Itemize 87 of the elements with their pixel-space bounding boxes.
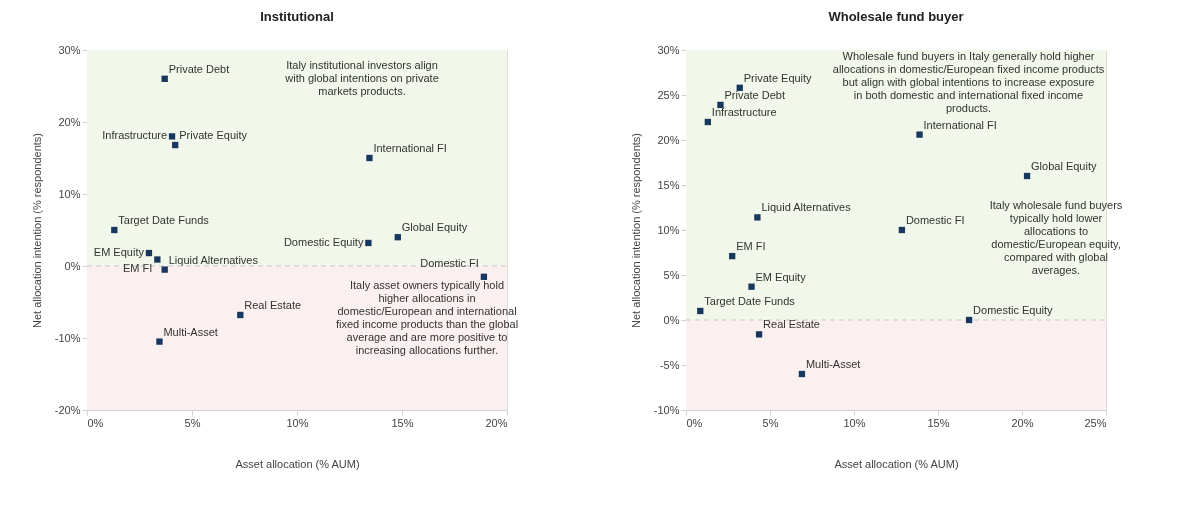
point xyxy=(898,226,906,234)
point xyxy=(237,311,244,319)
point xyxy=(365,239,372,247)
y-tick-label: 10% xyxy=(58,187,81,200)
annotation: Wholesale fund buyers in Italy generally hold higher allocations in domestic/European fixed income products but align with global intentions to increase exposure in both domestic and international fixed income products. xyxy=(832,50,1105,114)
series-label: EM FI xyxy=(736,240,766,253)
point xyxy=(161,266,168,273)
point xyxy=(736,84,743,91)
x-tick-label: 25% xyxy=(1084,416,1107,429)
point xyxy=(156,338,163,345)
point xyxy=(729,252,736,260)
point xyxy=(168,133,176,140)
y-tick-label: -10% xyxy=(54,331,81,344)
y-tick-label: 15% xyxy=(657,178,680,191)
point xyxy=(145,249,153,257)
y-tick-label: 5% xyxy=(663,268,680,281)
point xyxy=(480,273,488,280)
x-axis-title: Asset allocation (% AUM) xyxy=(235,457,360,470)
series-label: Domestic Equity xyxy=(973,304,1054,316)
series-label: Real Estate xyxy=(244,298,302,311)
series-label: Global Equity xyxy=(401,221,468,234)
series-label: EM FI xyxy=(123,261,153,274)
y-tick-label: 10% xyxy=(657,223,680,236)
series-label: Target Date Funds xyxy=(704,295,796,307)
series-label: EM Equity xyxy=(755,270,807,283)
point xyxy=(366,154,373,162)
series-label: Domestic FI xyxy=(420,256,479,269)
point xyxy=(172,141,179,149)
series-label: Infrastructure xyxy=(711,106,777,118)
series-label: Private Debt xyxy=(168,62,230,75)
y-tick-label: 20% xyxy=(657,133,680,146)
series-label: Liquid Alternatives xyxy=(761,201,852,214)
series-label: International FI xyxy=(373,142,447,154)
point xyxy=(394,234,401,241)
series-label: Private Equity xyxy=(179,129,248,142)
point xyxy=(748,283,755,290)
series-label: Private Debt xyxy=(724,88,785,101)
point xyxy=(755,331,763,338)
x-tick-label: 5% xyxy=(762,416,779,429)
y-tick-label: 25% xyxy=(657,88,680,101)
series-label: International FI xyxy=(923,118,997,131)
series-label: Multi-Asset xyxy=(163,325,218,338)
y-tick-label: 30% xyxy=(58,43,81,56)
series-label: EM Equity xyxy=(93,246,145,259)
point xyxy=(161,75,168,82)
y-axis-title: Net allocation intention (% respondents) xyxy=(629,132,642,329)
annotation: Italy institutional investors align with global intentions on private markets products. xyxy=(284,59,439,97)
series-label: Private Equity xyxy=(743,71,813,84)
x-tick-label: 20% xyxy=(1011,416,1034,429)
point xyxy=(754,214,761,221)
series-label: Liquid Alternatives xyxy=(168,253,259,266)
y-tick-label: 0% xyxy=(663,313,680,326)
point xyxy=(154,256,161,263)
y-tick-label: -20% xyxy=(54,403,81,416)
y-tick-label: 30% xyxy=(657,43,680,56)
point xyxy=(697,307,704,315)
series-label: Domestic FI xyxy=(905,214,965,226)
point xyxy=(965,316,973,324)
point xyxy=(1023,172,1031,180)
x-tick-label: 0% xyxy=(87,416,104,429)
point xyxy=(704,118,711,126)
annotation: Italy wholesale fund buyers typically hold lower allocations to domestic/European equity, compared with global averages. xyxy=(989,199,1123,276)
series-label: Multi-Asset xyxy=(805,358,861,370)
x-tick-label: 20% xyxy=(485,416,508,429)
y-tick-label: -5% xyxy=(659,358,680,371)
point xyxy=(916,131,923,138)
chart-title: Institutional xyxy=(260,9,334,24)
x-tick-label: 5% xyxy=(184,416,201,429)
series-label: Global Equity xyxy=(1031,160,1097,172)
y-tick-label: -10% xyxy=(653,403,680,416)
x-tick-label: 10% xyxy=(286,416,309,429)
annotation: Italy asset owners typically hold higher allocations in domestic/European and international fixed income products than the global average and are more positive to increasing allocations further. xyxy=(335,279,519,356)
point xyxy=(798,370,806,378)
series-label: Domestic Equity xyxy=(283,235,364,248)
series-label: Target Date Funds xyxy=(118,214,210,226)
y-tick-label: 20% xyxy=(58,115,81,128)
series-label: Infrastructure xyxy=(102,129,168,142)
y-tick-label: 0% xyxy=(64,259,81,272)
point xyxy=(111,226,118,234)
x-axis-title: Asset allocation (% AUM) xyxy=(834,457,959,470)
y-axis-title: Net allocation intention (% respondents) xyxy=(30,132,43,329)
x-tick-label: 0% xyxy=(686,416,703,429)
x-tick-label: 15% xyxy=(927,416,950,429)
x-tick-label: 15% xyxy=(391,416,414,429)
x-tick-label: 10% xyxy=(843,416,866,429)
chart-title: Wholesale fund buyer xyxy=(828,9,964,24)
series-label: Real Estate xyxy=(763,318,820,331)
